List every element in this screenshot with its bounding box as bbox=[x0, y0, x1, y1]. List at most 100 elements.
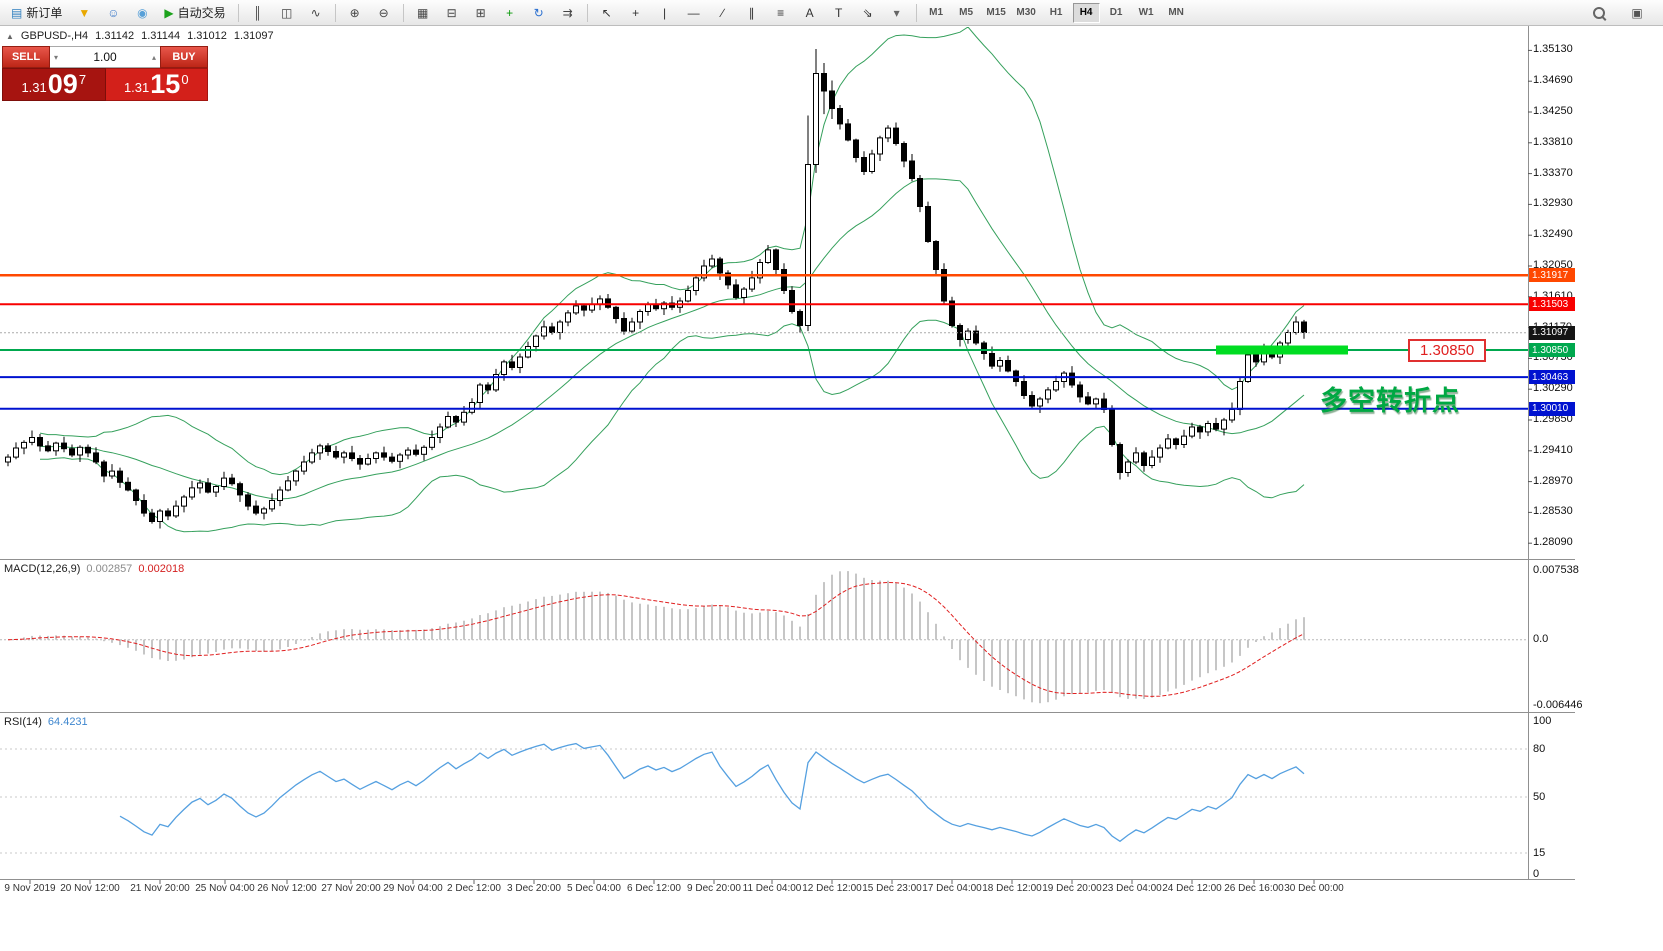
tile-windows-icon-icon: ▦ bbox=[416, 5, 429, 20]
label-icon-icon: T bbox=[834, 5, 843, 20]
toolbar-separator bbox=[915, 3, 917, 22]
timeframe-button-m30[interactable]: M30 bbox=[1016, 7, 1036, 18]
timeframe-button-m15[interactable]: M15 bbox=[986, 7, 1006, 18]
text-icon[interactable]: A bbox=[796, 2, 824, 24]
pane-separators[interactable] bbox=[0, 26, 1575, 880]
search-icon bbox=[1593, 6, 1605, 19]
new-chart-icon-icon: + bbox=[506, 5, 514, 20]
sell-price-big: 09 bbox=[47, 69, 78, 99]
date-ticks bbox=[29, 880, 1315, 884]
toolbar: ▤ 新订单 ▼ ☺ ◉ ▶ 自动交易 ║ ◫ ∿ ⊕ ⊖ ▦ ⊟ ⊞ + ↻ ⇉ ↖ + | — ∕ ∥ ≡ A T ⇘ ▾ M1 M5 M1… bbox=[0, 0, 1663, 26]
autotrading-button[interactable]: ▶ 自动交易 bbox=[157, 2, 232, 24]
volume-value: 1.00 bbox=[93, 50, 117, 64]
ohlc-high: 1.31144 bbox=[141, 30, 181, 42]
timeframe-button-m5[interactable]: M5 bbox=[959, 7, 974, 18]
objects-dropdown-icon-icon: ▾ bbox=[893, 5, 900, 20]
timeframe-button-d1[interactable]: D1 bbox=[1109, 7, 1123, 18]
vertical-line-icon-icon: | bbox=[663, 5, 667, 20]
symbol-info: ▲ GBPUSD-,H4 1.31142 1.31144 1.31012 1.3… bbox=[6, 30, 274, 42]
label-icon[interactable]: T bbox=[825, 2, 853, 24]
volume-down-icon[interactable]: ▾ bbox=[54, 53, 59, 62]
timeframe-button-m1[interactable]: M1 bbox=[929, 7, 944, 18]
highlight-segment[interactable] bbox=[1216, 345, 1348, 355]
search-button[interactable] bbox=[1585, 2, 1613, 24]
bar-chart-icon-icon: ║ bbox=[253, 5, 262, 20]
arrow-objects-icon[interactable]: ⇘ bbox=[854, 2, 882, 24]
toolbar-separator bbox=[402, 3, 404, 22]
zoom-out-icon[interactable]: ⊖ bbox=[370, 2, 398, 24]
market-icon[interactable]: ◉ bbox=[128, 2, 156, 24]
level-lines[interactable] bbox=[0, 274, 1528, 410]
macd-indicator bbox=[0, 571, 1528, 704]
price-level-label-box[interactable]: 1.30850 bbox=[1408, 339, 1487, 362]
toolbar-separator bbox=[334, 3, 336, 22]
timeframe-button-mn[interactable]: MN bbox=[1168, 7, 1184, 18]
candles bbox=[5, 49, 1307, 529]
buy-price-big: 15 bbox=[150, 69, 181, 99]
annotation-text: 多空转折点 bbox=[1320, 386, 1460, 416]
cursor-icon[interactable]: ↖ bbox=[593, 2, 621, 24]
new-chart-icon[interactable]: + bbox=[496, 2, 524, 24]
bollinger-bands bbox=[39, 27, 1305, 533]
trendline-icon[interactable]: ∕ bbox=[709, 2, 737, 24]
fibonacci-icon-icon: ≡ bbox=[777, 5, 785, 20]
ohlc-close: 1.31097 bbox=[233, 30, 274, 42]
channel-icon[interactable]: ∥ bbox=[738, 2, 766, 24]
zoom-in-icon-icon: ⊕ bbox=[349, 5, 360, 20]
horizontal-line-icon[interactable]: — bbox=[680, 2, 708, 24]
new-order-button[interactable]: ▤ 新订单 bbox=[4, 2, 69, 24]
autotrading-icon: ▶ bbox=[164, 5, 174, 20]
volume-up-icon[interactable]: ▴ bbox=[151, 53, 156, 62]
cascade-windows-icon[interactable]: ⊞ bbox=[467, 2, 495, 24]
fibonacci-icon[interactable]: ≡ bbox=[767, 2, 795, 24]
arrange-windows-icon[interactable]: ⊟ bbox=[438, 2, 466, 24]
cascade-windows-icon-icon: ⊞ bbox=[475, 5, 486, 20]
macd-label: MACD(12,26,9) 0.002857 0.002018 bbox=[4, 563, 184, 575]
sell-button[interactable]: SELL bbox=[2, 46, 50, 68]
bar-chart-icon[interactable]: ║ bbox=[244, 2, 272, 24]
macd-signal-value: 0.002018 bbox=[138, 563, 185, 575]
candlestick-icon-icon: ◫ bbox=[280, 5, 293, 20]
profile-icon[interactable]: ☺ bbox=[99, 2, 127, 24]
buy-price-display[interactable]: 1.31 15 0 bbox=[105, 68, 208, 101]
toolbar-right-group: ▣ bbox=[1585, 2, 1659, 24]
timeframe-button-h1[interactable]: H1 bbox=[1049, 7, 1063, 18]
timeframe-button-w1[interactable]: W1 bbox=[1138, 7, 1154, 18]
collapse-panel-icon[interactable]: ▲ bbox=[6, 31, 14, 41]
toolbar-separator bbox=[586, 3, 588, 22]
ohlc-open: 1.31142 bbox=[95, 30, 135, 42]
timeframe-button-h4[interactable]: H4 bbox=[1072, 2, 1100, 23]
main-chart-layer bbox=[5, 27, 1307, 533]
new-order-icon: ▤ bbox=[11, 5, 23, 20]
trendline-icon-icon: ∕ bbox=[721, 5, 724, 20]
tile-windows-icon[interactable]: ▦ bbox=[409, 2, 437, 24]
buy-price-prefix: 1.31 bbox=[123, 80, 150, 95]
cursor-icon-icon: ↖ bbox=[601, 5, 612, 20]
candlestick-icon[interactable]: ◫ bbox=[273, 2, 301, 24]
objects-dropdown-icon[interactable]: ▾ bbox=[883, 2, 911, 24]
ohlc-low: 1.31012 bbox=[187, 30, 227, 42]
data-center-icon-icon: ▼ bbox=[78, 5, 91, 20]
crosshair-icon[interactable]: + bbox=[622, 2, 650, 24]
arrow-objects-icon-icon: ⇘ bbox=[862, 5, 873, 20]
rsi-value: 64.4231 bbox=[47, 716, 88, 728]
zoom-in-icon[interactable]: ⊕ bbox=[341, 2, 369, 24]
rsi-indicator bbox=[0, 742, 1528, 854]
sell-price-display[interactable]: 1.31 09 7 bbox=[2, 68, 106, 101]
volume-input[interactable]: ▾ 1.00 ▴ bbox=[50, 46, 160, 68]
line-chart-icon[interactable]: ∿ bbox=[302, 2, 330, 24]
market-icon-icon: ◉ bbox=[137, 5, 148, 20]
layout-icon[interactable]: ▣ bbox=[1623, 2, 1651, 24]
data-center-icon[interactable]: ▼ bbox=[70, 2, 98, 24]
sell-price-sup: 7 bbox=[78, 72, 87, 87]
auto-scroll-icon[interactable]: ↻ bbox=[525, 2, 553, 24]
buy-button[interactable]: BUY bbox=[160, 46, 208, 68]
chart-shift-icon[interactable]: ⇉ bbox=[554, 2, 582, 24]
new-order-button-label: 新订单 bbox=[26, 6, 63, 20]
vertical-line-icon[interactable]: | bbox=[651, 2, 679, 24]
rsi-label: RSI(14) 64.4231 bbox=[4, 716, 88, 728]
horizontal-line-icon-icon: — bbox=[687, 5, 700, 20]
profile-icon-icon: ☺ bbox=[107, 5, 120, 20]
